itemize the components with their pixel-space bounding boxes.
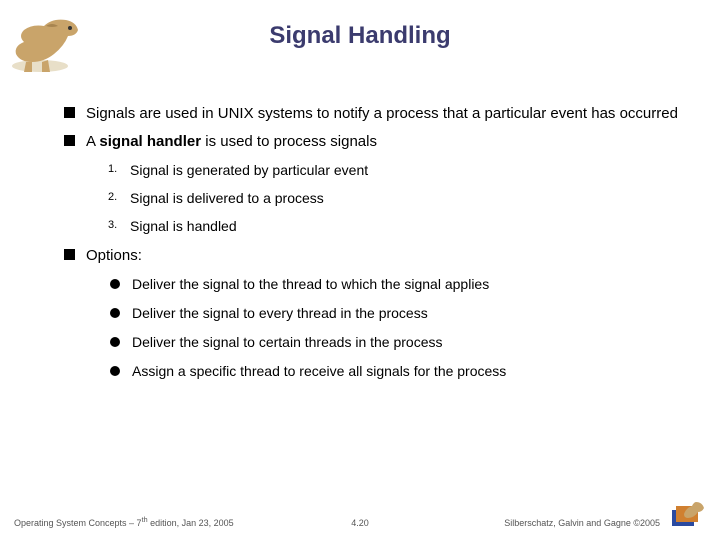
bullet-level2: 3. Signal is handled <box>108 217 680 235</box>
bullet-text: Deliver the signal to every thread in th… <box>132 305 428 321</box>
bullet-level1: Signals are used in UNIX systems to noti… <box>64 104 680 124</box>
bullet-text: Assign a specific thread to receive all … <box>132 363 506 379</box>
slide-title: Signal Handling <box>0 22 720 50</box>
bullet-text-bold: signal handler <box>99 133 201 150</box>
dinosaur-illustration-bottom <box>670 496 710 530</box>
bullet-text: Deliver the signal to certain threads in… <box>132 334 443 350</box>
bullet-level1: A signal handler is used to process sign… <box>64 132 680 236</box>
bullet-text: Signals are used in UNIX systems to noti… <box>86 105 678 122</box>
bullet-text: Signal is handled <box>130 218 237 234</box>
bullet-level3: Assign a specific thread to receive all … <box>110 362 680 381</box>
slide-content: Signals are used in UNIX systems to noti… <box>64 104 680 391</box>
slide: Signal Handling Signals are used in UNIX… <box>0 0 720 540</box>
bullet-text: Options: <box>86 247 142 264</box>
bullet-number: 2. <box>108 190 117 204</box>
bullet-text: Signal is delivered to a process <box>130 190 324 206</box>
bullet-level3: Deliver the signal to certain threads in… <box>110 333 680 352</box>
bullet-text-suffix: is used to process signals <box>201 133 377 150</box>
bullet-text-prefix: A <box>86 133 99 150</box>
bullet-number: 3. <box>108 218 117 232</box>
bullet-text: Deliver the signal to the thread to whic… <box>132 276 489 292</box>
footer-right: Silberschatz, Galvin and Gagne ©2005 <box>504 518 660 528</box>
bullet-number: 1. <box>108 162 117 176</box>
bullet-level3: Deliver the signal to the thread to whic… <box>110 275 680 294</box>
bullet-level3: Deliver the signal to every thread in th… <box>110 304 680 323</box>
bullet-level1: Options: Deliver the signal to the threa… <box>64 246 680 381</box>
bullet-text: Signal is generated by particular event <box>130 162 368 178</box>
bullet-level2: 2. Signal is delivered to a process <box>108 189 680 207</box>
bullet-level2: 1. Signal is generated by particular eve… <box>108 161 680 179</box>
